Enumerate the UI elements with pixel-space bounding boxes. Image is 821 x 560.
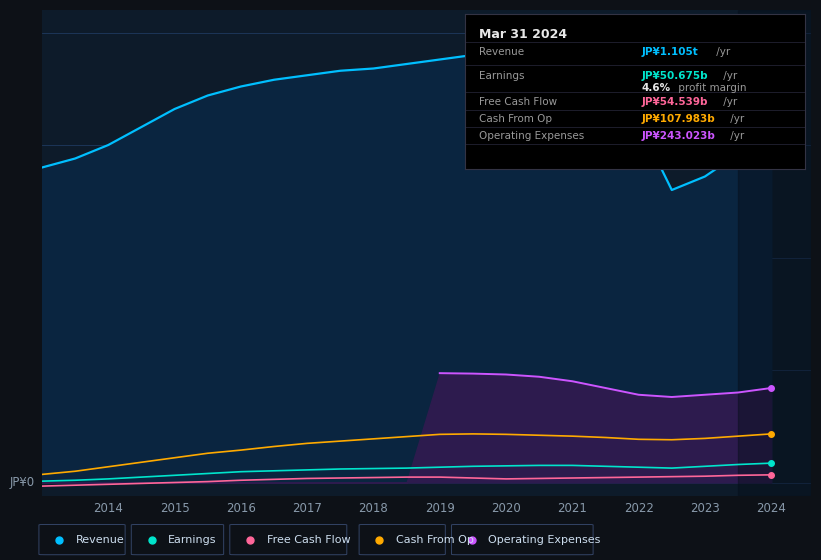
Text: /yr: /yr bbox=[720, 71, 737, 81]
Text: JP¥1.105t: JP¥1.105t bbox=[642, 47, 699, 57]
Text: /yr: /yr bbox=[727, 130, 745, 141]
Text: Free Cash Flow: Free Cash Flow bbox=[267, 535, 351, 544]
Text: JP¥50.675b: JP¥50.675b bbox=[642, 71, 709, 81]
Text: Free Cash Flow: Free Cash Flow bbox=[479, 96, 557, 106]
Text: Earnings: Earnings bbox=[479, 71, 524, 81]
Text: JP¥243.023b: JP¥243.023b bbox=[642, 130, 716, 141]
Text: 4.6%: 4.6% bbox=[642, 83, 671, 92]
Text: /yr: /yr bbox=[713, 47, 730, 57]
Text: Cash From Op: Cash From Op bbox=[396, 535, 474, 544]
Text: Cash From Op: Cash From Op bbox=[479, 114, 552, 124]
Text: JP¥107.983b: JP¥107.983b bbox=[642, 114, 716, 124]
Text: profit margin: profit margin bbox=[675, 83, 746, 92]
Text: JP¥0: JP¥0 bbox=[9, 476, 34, 489]
Text: JP¥54.539b: JP¥54.539b bbox=[642, 96, 709, 106]
Text: Mar 31 2024: Mar 31 2024 bbox=[479, 28, 566, 41]
Text: Revenue: Revenue bbox=[76, 535, 125, 544]
Text: /yr: /yr bbox=[720, 96, 737, 106]
Text: Revenue: Revenue bbox=[479, 47, 524, 57]
Text: Operating Expenses: Operating Expenses bbox=[488, 535, 601, 544]
Bar bbox=[738, 10, 811, 496]
Text: Earnings: Earnings bbox=[168, 535, 217, 544]
Text: /yr: /yr bbox=[727, 114, 745, 124]
Text: Operating Expenses: Operating Expenses bbox=[479, 130, 584, 141]
